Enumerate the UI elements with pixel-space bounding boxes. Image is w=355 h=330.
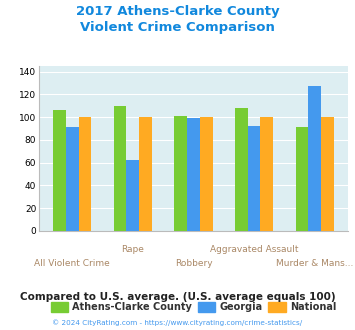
Bar xyxy=(248,126,261,231)
Bar xyxy=(308,86,321,231)
Bar xyxy=(321,117,334,231)
Bar xyxy=(200,117,213,231)
Bar xyxy=(78,117,91,231)
Bar xyxy=(139,117,152,231)
Text: Robbery: Robbery xyxy=(175,259,212,268)
Bar xyxy=(296,127,308,231)
Text: All Violent Crime: All Violent Crime xyxy=(34,259,110,268)
Text: 2017 Athens-Clarke County
Violent Crime Comparison: 2017 Athens-Clarke County Violent Crime … xyxy=(76,5,279,34)
Bar xyxy=(235,108,248,231)
Legend: Athens-Clarke County, Georgia, National: Athens-Clarke County, Georgia, National xyxy=(47,299,340,316)
Bar xyxy=(261,117,273,231)
Text: © 2024 CityRating.com - https://www.cityrating.com/crime-statistics/: © 2024 CityRating.com - https://www.city… xyxy=(53,319,302,326)
Text: Compared to U.S. average. (U.S. average equals 100): Compared to U.S. average. (U.S. average … xyxy=(20,292,335,302)
Bar xyxy=(53,110,66,231)
Text: Murder & Mans...: Murder & Mans... xyxy=(276,259,354,268)
Text: Rape: Rape xyxy=(121,245,144,254)
Bar xyxy=(187,118,200,231)
Bar xyxy=(174,116,187,231)
Bar xyxy=(126,160,139,231)
Text: Aggravated Assault: Aggravated Assault xyxy=(210,245,298,254)
Bar xyxy=(66,127,78,231)
Bar xyxy=(114,106,126,231)
